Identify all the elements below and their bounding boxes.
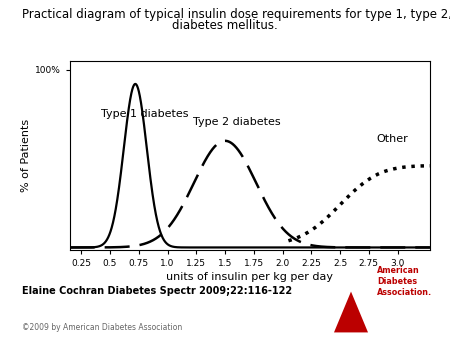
Text: diabetes mellitus.: diabetes mellitus. (172, 19, 278, 31)
Text: American
Diabetes
Association.: American Diabetes Association. (377, 266, 432, 297)
Text: Elaine Cochran Diabetes Spectr 2009;22:116-122: Elaine Cochran Diabetes Spectr 2009;22:1… (22, 286, 292, 296)
Y-axis label: % of Patients: % of Patients (21, 119, 31, 192)
Text: Type 1 diabetes: Type 1 diabetes (101, 110, 188, 120)
X-axis label: units of insulin per kg per day: units of insulin per kg per day (166, 272, 333, 282)
Text: Practical diagram of typical insulin dose requirements for type 1, type 2, and o: Practical diagram of typical insulin dos… (22, 8, 450, 21)
Text: Other: Other (377, 135, 409, 144)
Text: ©2009 by American Diabetes Association: ©2009 by American Diabetes Association (22, 323, 183, 332)
Text: Type 2 diabetes: Type 2 diabetes (193, 117, 280, 127)
Polygon shape (334, 292, 368, 333)
